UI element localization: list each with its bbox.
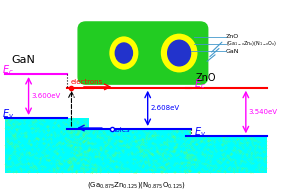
- Text: 2.608eV: 2.608eV: [150, 105, 180, 111]
- Text: 3.600eV: 3.600eV: [31, 93, 61, 99]
- FancyBboxPatch shape: [78, 22, 208, 84]
- Text: ZnO: ZnO: [195, 73, 216, 83]
- Text: (Ga$_{1-x}$Zn$_x$)(N$_{1-x}$O$_x$): (Ga$_{1-x}$Zn$_x$)(N$_{1-x}$O$_x$): [226, 39, 277, 48]
- Text: (Ga$_{0.875}$Zn$_{0.125}$)(N$_{0.875}$O$_{0.125}$): (Ga$_{0.875}$Zn$_{0.125}$)(N$_{0.875}$O$…: [87, 180, 186, 189]
- Text: E$_v$: E$_v$: [2, 107, 14, 121]
- Bar: [67, 129, 190, 173]
- Ellipse shape: [115, 43, 132, 63]
- Text: E$_v$: E$_v$: [194, 125, 207, 139]
- Text: E$_c$: E$_c$: [2, 63, 14, 77]
- FancyBboxPatch shape: [5, 118, 89, 173]
- Text: GaN: GaN: [11, 55, 35, 65]
- Text: 3.540eV: 3.540eV: [249, 109, 278, 115]
- Ellipse shape: [168, 40, 190, 66]
- Ellipse shape: [160, 33, 198, 73]
- Text: holes: holes: [112, 127, 130, 133]
- Text: electrons: electrons: [71, 79, 103, 85]
- Ellipse shape: [109, 36, 139, 70]
- Text: GaN: GaN: [226, 49, 239, 54]
- Text: E$_c$: E$_c$: [194, 77, 206, 91]
- Text: ZnO: ZnO: [226, 34, 239, 39]
- Bar: [186, 136, 267, 173]
